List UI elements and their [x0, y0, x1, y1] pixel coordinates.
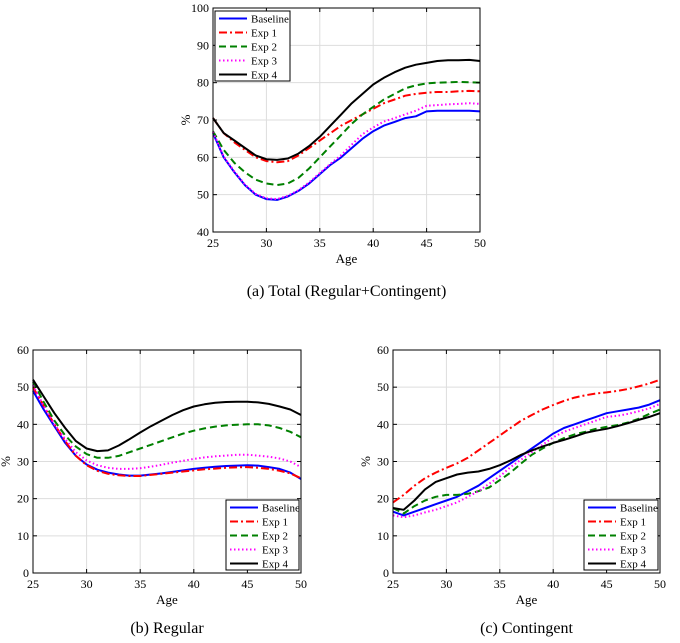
- chart-contingent: 25 30 35 40 45 50 0 10 20 30 40 50 60 Age% Baseline Exp…: [358, 343, 666, 637]
- y-axis-label: %: [0, 456, 13, 467]
- x-tick-label: 45: [601, 577, 613, 591]
- chart-total: 25 30 35 40 45 50 40 50 60 70 80 90 100 Age% Baseline E…: [178, 1, 486, 300]
- legend-entry: Exp 3: [620, 545, 646, 557]
- legend-entry: Exp 4: [251, 70, 277, 82]
- y-tick-label: 30: [377, 455, 389, 469]
- y-axis-label: %: [358, 456, 373, 467]
- y-tick-label: 10: [17, 529, 29, 543]
- chart-caption: (c) Contingent: [480, 620, 573, 637]
- legend-entry: Exp 1: [262, 517, 288, 529]
- legend-box: [225, 499, 300, 571]
- x-tick-label: 40: [367, 236, 379, 250]
- series-line-exp-2: [32, 381, 302, 459]
- x-tick-label: 30: [440, 577, 452, 591]
- legend-entry: Exp 2: [251, 42, 277, 54]
- legend: Baseline Exp 1 Exp 2 Exp 3 Exp 4: [214, 10, 291, 82]
- y-tick-label: 0: [383, 566, 389, 580]
- x-tick-label: 25: [27, 577, 39, 591]
- legend-entry: Baseline: [620, 503, 658, 515]
- y-tick-label: 40: [377, 417, 389, 431]
- x-tick-label: 35: [494, 577, 506, 591]
- legend-entry: Exp 1: [251, 28, 277, 40]
- series-line-exp-4: [392, 412, 661, 511]
- x-tick-label: 25: [207, 236, 219, 250]
- x-tick-label: 50: [654, 577, 666, 591]
- x-tick-label: 35: [314, 236, 326, 250]
- legend: Baseline Exp 1 Exp 2 Exp 3 Exp 4: [583, 499, 659, 571]
- y-tick-label: 90: [197, 38, 209, 52]
- legend-entry: Exp 1: [620, 517, 646, 529]
- legend-box: [583, 499, 659, 571]
- series-line-exp-3: [212, 102, 481, 201]
- y-tick-label: 70: [197, 113, 209, 127]
- y-tick-label: 50: [17, 380, 29, 394]
- legend-entry: Exp 2: [620, 531, 646, 543]
- series-line-exp-2: [212, 80, 481, 186]
- legend-box: [214, 10, 291, 82]
- y-tick-label: 50: [377, 380, 389, 394]
- legend: Baseline Exp 1 Exp 2 Exp 3 Exp 4: [225, 499, 300, 571]
- legend-entry: Exp 4: [620, 559, 646, 571]
- series-line-exp-4: [212, 58, 481, 161]
- y-tick-label: 60: [17, 343, 29, 357]
- y-tick-label: 100: [191, 1, 209, 15]
- chart-caption: (b) Regular: [130, 620, 204, 637]
- y-tick-label: 20: [377, 492, 389, 506]
- y-axis-label: %: [178, 114, 193, 125]
- series-line-exp-1: [32, 386, 302, 480]
- series-line-baseline: [212, 109, 481, 201]
- x-axis-label: Age: [156, 592, 178, 607]
- legend-entry: Exp 3: [251, 56, 277, 68]
- legend-entry: Baseline: [251, 14, 289, 26]
- x-tick-label: 50: [474, 236, 486, 250]
- series-line-exp-3: [32, 384, 302, 470]
- legend-entry: Exp 3: [262, 545, 288, 557]
- y-tick-label: 30: [17, 455, 29, 469]
- series-line-exp-4: [32, 379, 302, 453]
- x-tick-label: 35: [134, 577, 146, 591]
- x-tick-label: 30: [81, 577, 93, 591]
- x-tick-label: 50: [295, 577, 307, 591]
- series-line-exp-2: [392, 408, 661, 515]
- y-tick-label: 50: [197, 188, 209, 202]
- y-tick-label: 0: [23, 566, 29, 580]
- x-axis-label: Age: [336, 251, 358, 266]
- x-tick-label: 40: [188, 577, 200, 591]
- x-tick-label: 25: [387, 577, 399, 591]
- chart-caption: (a) Total (Regular+Contingent): [247, 283, 447, 300]
- y-tick-label: 60: [377, 343, 389, 357]
- x-tick-label: 45: [241, 577, 253, 591]
- y-tick-label: 40: [17, 417, 29, 431]
- y-tick-label: 60: [197, 150, 209, 164]
- chart-regular: 25 30 35 40 45 50 0 10 20 30 40 50 60 Age% Baseline Exp…: [0, 343, 307, 637]
- series-line-exp-1: [212, 89, 481, 164]
- series-line-exp-1: [392, 378, 661, 504]
- x-tick-label: 45: [421, 236, 433, 250]
- series-line-baseline: [32, 390, 302, 480]
- legend-entry: Baseline: [262, 503, 300, 515]
- y-tick-label: 40: [197, 225, 209, 239]
- y-tick-label: 20: [17, 492, 29, 506]
- x-tick-label: 30: [260, 236, 272, 250]
- y-tick-label: 80: [197, 76, 209, 90]
- x-tick-label: 40: [547, 577, 559, 591]
- legend-entry: Exp 2: [262, 531, 288, 543]
- x-axis-label: Age: [516, 592, 538, 607]
- series-line-exp-3: [392, 402, 661, 519]
- legend-entry: Exp 4: [262, 559, 288, 571]
- y-tick-label: 10: [377, 529, 389, 543]
